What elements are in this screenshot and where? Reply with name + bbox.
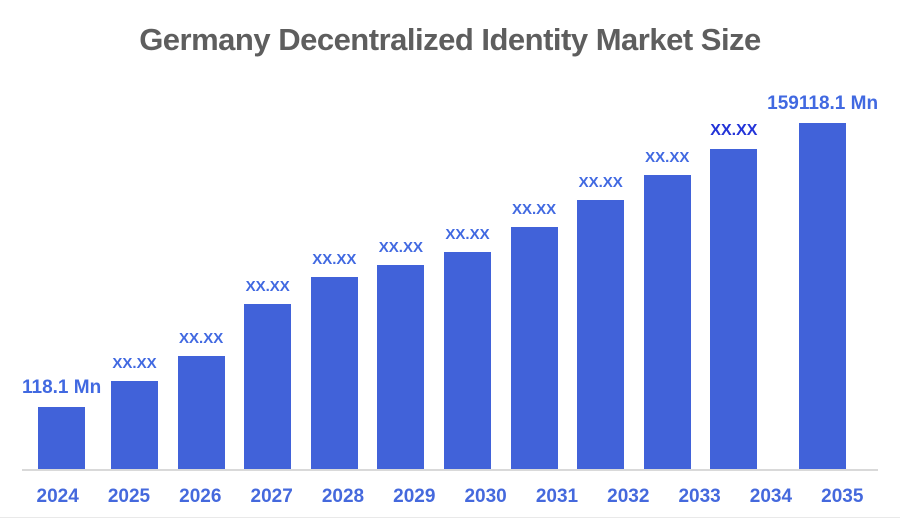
year-label: 2026	[179, 486, 222, 507]
bar-group: XX.XX	[168, 88, 235, 469]
year-label: 2024	[36, 486, 79, 507]
year-label: 2033	[678, 486, 721, 507]
bar	[244, 304, 292, 469]
bar	[377, 265, 425, 469]
bar	[177, 356, 225, 469]
bar-value-label: XX.XX	[445, 226, 490, 243]
bar-value-label: XX.XX	[511, 201, 557, 218]
bar-group: XX.XX	[501, 88, 568, 469]
bar-group: XX.XX	[434, 88, 501, 469]
bar-group: 118.1 Mn	[22, 88, 101, 469]
bar-group: XX.XX	[368, 88, 435, 469]
bar	[443, 252, 491, 469]
bar-value-label: XX.XX	[645, 149, 690, 166]
year-label: 2028	[321, 486, 365, 507]
year-label: 2034	[749, 486, 793, 507]
bar-group: XX.XX	[301, 88, 368, 469]
bar-plot-area: 118.1 Mn XX.XX XX.XX XX.XX XX.XX XX.XX XX.XX XX…	[22, 88, 878, 471]
bar	[38, 407, 86, 469]
chart-title: Germany Decentralized Identity Market Si…	[139, 22, 761, 57]
bar-value-label: XX.XX	[312, 251, 357, 268]
year-label: 2025	[107, 486, 151, 507]
bar	[510, 227, 558, 469]
bar-group: XX.XX	[234, 88, 301, 469]
bar-value-label: XX.XX	[710, 122, 758, 139]
bar	[111, 381, 159, 469]
year-label: 2030	[464, 486, 507, 507]
bar-group: XX.XX	[701, 88, 768, 469]
year-label: 2027	[250, 486, 293, 507]
bar-value-label: 159118.1 Mn	[767, 93, 879, 114]
bar-value-label: XX.XX	[578, 174, 623, 191]
bar	[710, 149, 758, 469]
bar-value-label: XX.XX	[378, 239, 423, 256]
year-label: 2029	[393, 486, 436, 507]
bar	[577, 200, 625, 469]
bar-value-label: XX.XX	[179, 330, 224, 347]
x-axis-year-labels: 2024 2025 2026 2027 2028 2029 2030 2031 2032 2033…	[22, 487, 878, 506]
bar-group: XX.XX	[634, 88, 701, 469]
bar-value-label: XX.XX	[245, 278, 290, 295]
bar-group: XX.XX	[101, 88, 168, 469]
bar	[799, 123, 847, 469]
bar-group: 159118.1 Mn	[767, 88, 878, 469]
bar-value-label: XX.XX	[112, 355, 157, 372]
year-label: 2035	[821, 486, 864, 507]
bar	[310, 277, 358, 469]
year-label: 2032	[607, 486, 650, 507]
bottom-divider-line	[0, 517, 900, 518]
bar	[643, 175, 691, 469]
bar-value-label: 118.1 Mn	[22, 377, 102, 398]
bar-group: XX.XX	[567, 88, 634, 469]
year-label: 2031	[535, 486, 579, 507]
